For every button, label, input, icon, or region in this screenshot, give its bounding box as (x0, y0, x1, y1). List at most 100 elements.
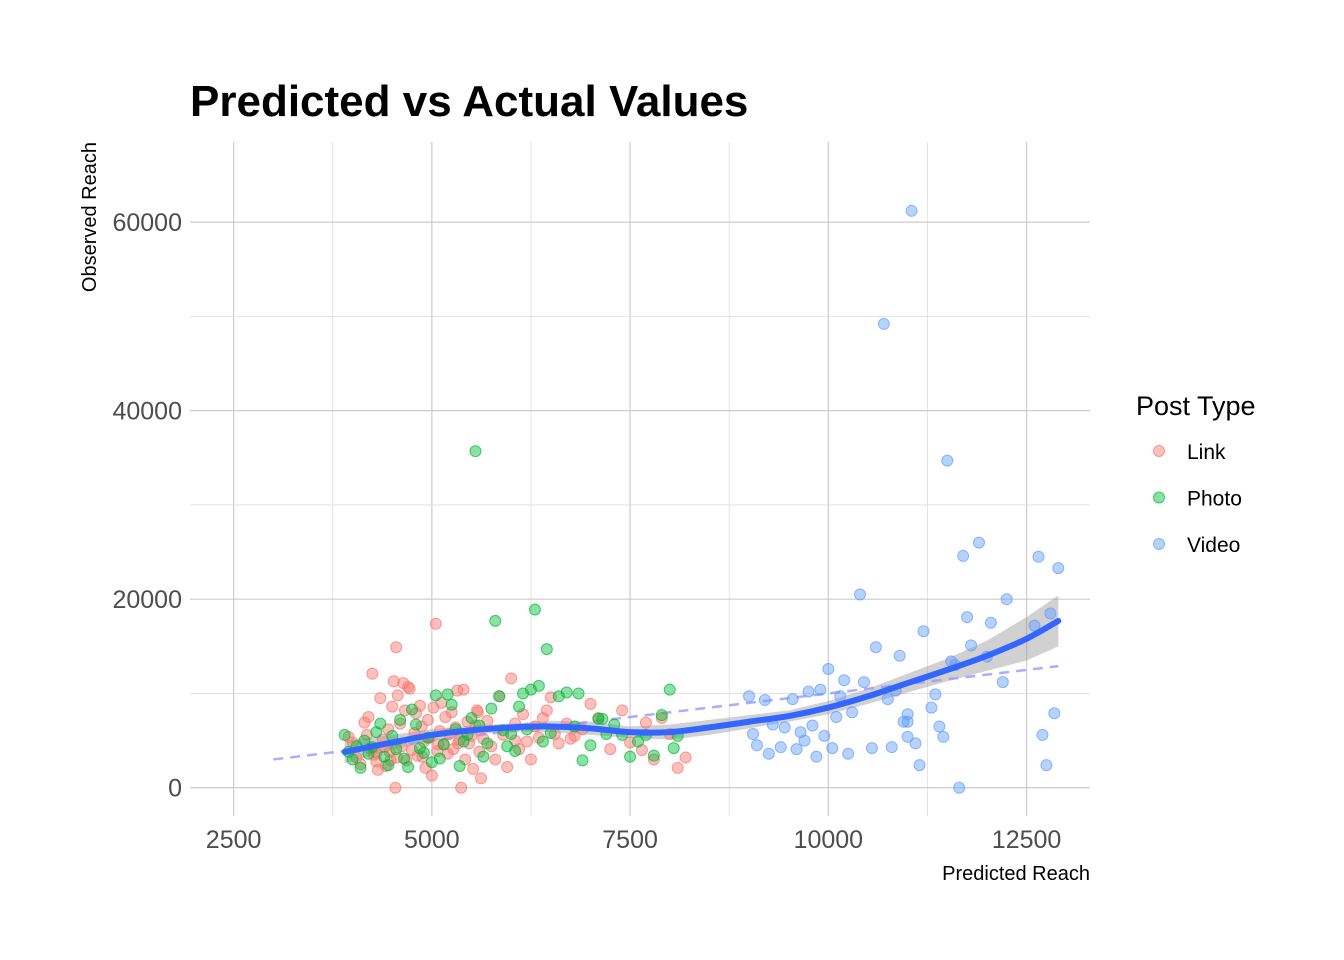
photo-point (409, 718, 422, 731)
link-point (489, 753, 502, 766)
link-point (655, 711, 668, 724)
link-point (390, 641, 403, 654)
link-point (389, 781, 402, 794)
link-point (616, 704, 629, 717)
video-point (858, 676, 871, 689)
link-point (455, 781, 468, 794)
photo-point (346, 753, 359, 766)
video-point (941, 454, 954, 467)
video-point (897, 715, 910, 728)
link-point (501, 760, 514, 773)
video-point (838, 674, 851, 687)
video-point (972, 536, 985, 549)
photo-point (532, 679, 545, 692)
legend-key-photo (1153, 491, 1165, 504)
video-point (846, 706, 859, 719)
video-point (743, 690, 756, 703)
photo-point (338, 728, 351, 741)
photo-point (457, 735, 470, 748)
video-point (901, 715, 914, 728)
video-point (885, 741, 898, 754)
video-point (1000, 593, 1013, 606)
chart-title: Predicted vs Actual Values (190, 77, 748, 126)
photo-point (465, 711, 478, 724)
photo-point (560, 686, 573, 699)
video-point (984, 616, 997, 629)
y-axis-label: Observed Reach (79, 142, 101, 292)
link-point (386, 700, 399, 713)
y-tick-label: 40000 (112, 398, 182, 426)
video-point (925, 701, 938, 714)
x-tick-label: 2500 (206, 826, 262, 854)
video-point (834, 690, 847, 703)
reference-line-layer (273, 664, 1059, 761)
link-point (639, 716, 652, 729)
link-point (505, 672, 518, 685)
video-point (996, 676, 1009, 689)
video-point (933, 720, 946, 733)
link-point (391, 689, 404, 702)
link-point (540, 704, 553, 717)
video-point (881, 693, 894, 706)
link-point (647, 753, 660, 766)
video-point (806, 719, 819, 732)
video-point (961, 611, 974, 624)
video-point (758, 694, 771, 707)
video-point (937, 730, 950, 743)
photo-point (481, 737, 494, 750)
link-point (402, 680, 415, 693)
video-point (869, 641, 882, 654)
legend-label-video: Video (1187, 534, 1240, 557)
video-point (750, 739, 763, 752)
photo-point (406, 703, 419, 716)
video-point (1044, 607, 1057, 620)
video-point (965, 639, 978, 652)
photo-point (485, 702, 498, 715)
video-point (1032, 550, 1045, 563)
photo-point (655, 709, 668, 722)
video-point (913, 759, 926, 772)
video-point (901, 730, 914, 743)
link-point (517, 708, 530, 721)
video-point (1052, 562, 1065, 575)
x-axis-label: Predicted Reach (942, 863, 1090, 885)
video-point (774, 741, 787, 754)
link-point (477, 732, 490, 745)
smooth-line (341, 617, 1062, 755)
photo-point (493, 690, 506, 703)
photo-point (417, 746, 430, 759)
reference-line (273, 664, 1059, 761)
video-point (957, 549, 970, 562)
video-point (802, 685, 815, 698)
video-point (909, 737, 922, 750)
x-axis-ticks: 2500 5000 7500 10000 12500 (206, 826, 1062, 854)
y-tick-label: 0 (168, 775, 182, 803)
video-point (778, 721, 791, 734)
legend-key-link (1153, 445, 1165, 457)
link-point (475, 772, 488, 785)
plot-grid (190, 142, 1090, 816)
photo-point (513, 700, 526, 713)
smooth-line-layer (341, 617, 1062, 755)
video-point (798, 734, 811, 747)
photo-point (382, 759, 395, 772)
legend-title: Post Type (1136, 391, 1256, 421)
link-point (457, 683, 470, 696)
x-tick-label: 10000 (794, 826, 864, 854)
photo-point (354, 761, 367, 774)
video-point (854, 588, 867, 601)
video-point (790, 743, 803, 756)
video-point (893, 649, 906, 662)
y-axis-ticks: 0 20000 40000 60000 (112, 209, 182, 803)
video-point (762, 747, 775, 760)
photo-point (489, 614, 502, 627)
video-point (929, 688, 942, 701)
photo-point (437, 738, 450, 751)
legend-items: Link Photo Video (1153, 441, 1242, 557)
video-point (814, 683, 827, 696)
photo-point (469, 445, 482, 458)
photo-point (647, 749, 660, 762)
video-point (905, 204, 918, 217)
legend-key-video (1153, 538, 1165, 550)
link-point (425, 769, 438, 782)
